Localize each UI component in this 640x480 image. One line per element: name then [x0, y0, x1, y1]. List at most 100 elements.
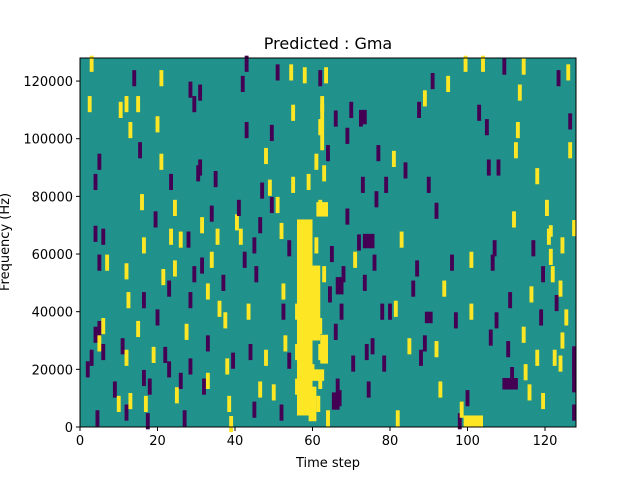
heatmap-cell-211	[514, 142, 518, 159]
heatmap-cell-237	[564, 309, 569, 326]
heatmap-cell-84	[236, 199, 241, 216]
heatmap-cell-27	[132, 70, 137, 87]
heatmap-cell-71	[205, 283, 210, 300]
heatmap-cell-2	[93, 225, 98, 242]
heatmap-cell-52	[174, 387, 179, 404]
heatmap-cell-15	[95, 410, 100, 427]
heatmap-cell-240	[568, 113, 573, 130]
heatmap-cell-46	[167, 361, 172, 378]
heatmap-cell-62	[188, 81, 193, 98]
heatmap-cell-201	[486, 159, 491, 176]
heatmap-cell-192	[457, 413, 462, 430]
heatmap-cell-173	[395, 410, 400, 427]
heatmap-cell-114	[252, 401, 257, 418]
x-axis: 0 20 40 60 80 100 120	[76, 427, 557, 449]
heatmap-cell-65	[198, 159, 203, 176]
heatmap-cell-206	[496, 159, 501, 176]
heatmap-cell-101	[279, 222, 284, 240]
heatmap-cell-214	[517, 84, 522, 101]
heatmap-cell-30	[140, 194, 144, 211]
heatmap-cell-66	[200, 217, 204, 234]
heatmap-cell-106	[291, 176, 296, 193]
heatmap-cell-179	[417, 101, 421, 118]
heatmap-cell-109	[281, 303, 286, 320]
heatmap-cell-161	[364, 343, 369, 361]
heatmap-cell-32	[142, 292, 146, 309]
heatmap-cell-72	[209, 251, 214, 268]
heatmap-cell-141	[316, 395, 321, 413]
heatmap-cell-23	[124, 263, 129, 280]
heatmap-cell-87	[244, 55, 249, 72]
heatmap-cell-152	[345, 208, 350, 225]
heatmap-cell-229	[550, 266, 555, 283]
heatmap-cell-5	[105, 254, 110, 271]
heatmap-cell-113	[258, 381, 263, 398]
heatmap-cell-171	[391, 150, 396, 167]
heatmap-cell-165	[374, 191, 379, 208]
heatmap-cell-191	[453, 312, 458, 329]
heatmap-cell-196	[469, 251, 474, 268]
heatmap-cell-157	[357, 234, 361, 251]
heatmap-cell-94	[260, 182, 265, 199]
y-axis: 0 20000 40000 60000 80000 100000 120000	[23, 75, 80, 436]
y-tick-label: 0	[65, 421, 73, 436]
heatmap-cell-104	[287, 352, 292, 369]
heatmap-cell-131	[318, 199, 323, 216]
heatmap-block-12	[502, 377, 518, 390]
heatmap-block-9	[362, 233, 375, 249]
x-tick-label: 0	[76, 434, 84, 449]
heatmap-cell-110	[279, 404, 284, 421]
heatmap-cell-51	[173, 260, 177, 277]
heatmap-cell-194	[463, 55, 468, 72]
heatmap-cell-134	[318, 70, 323, 87]
heatmap-cell-29	[138, 142, 142, 159]
heatmap-cell-125	[306, 173, 311, 191]
heatmap-cell-159	[360, 176, 365, 193]
heatmap-cell-25	[124, 96, 129, 113]
heatmap-cell-95	[264, 147, 268, 165]
plot-frame	[79, 57, 577, 428]
heatmap-cell-230	[552, 349, 557, 366]
heatmap-cell-225	[541, 392, 545, 410]
heatmap-cell-123	[302, 309, 307, 326]
heatmap-cell-140	[318, 372, 323, 389]
heatmap-cell-91	[252, 237, 257, 254]
heatmap-cell-26	[128, 121, 133, 139]
heatmap-cell-19	[128, 392, 133, 410]
heatmap-cell-164	[372, 254, 377, 271]
heatmap-cell-212	[515, 121, 520, 139]
heatmap-cell-37	[145, 413, 150, 430]
heatmap-cell-203	[490, 254, 495, 271]
heatmap-cell-39	[153, 211, 158, 228]
heatmap-cell-79	[225, 358, 230, 375]
heatmap-cell-167	[380, 303, 385, 320]
heatmap-cell-108	[289, 64, 294, 81]
heatmap-cell-121	[298, 392, 303, 410]
heatmap-cell-107	[291, 104, 296, 121]
heatmap-cell-6	[97, 153, 102, 170]
heatmap-cell-55	[184, 323, 189, 340]
heatmap-cell-169	[384, 176, 389, 193]
heatmap-cell-69	[205, 372, 210, 389]
heatmap-cell-48	[169, 228, 173, 245]
heatmap-cell-213	[512, 211, 516, 228]
heatmap-cell-177	[411, 280, 416, 297]
heatmap-cell-186	[434, 202, 439, 219]
heatmap-cell-86	[240, 75, 245, 93]
heatmap-cell-163	[370, 338, 375, 355]
heatmap-cell-76	[217, 300, 222, 317]
heatmap-cell-199	[481, 55, 485, 72]
heatmap-cell-35	[143, 395, 148, 413]
y-tick-label: 80000	[32, 190, 73, 205]
chart-title: Predicted : Gma	[264, 34, 392, 53]
heatmap-cell-145	[326, 145, 330, 162]
x-tick-label: 80	[382, 434, 399, 449]
heatmap-cell-129	[314, 237, 319, 254]
heatmap-cell-155	[351, 355, 356, 372]
heatmap-cell-83	[235, 214, 239, 231]
heatmap-cell-137	[322, 266, 327, 283]
heatmap-cell-154	[349, 101, 354, 118]
heatmap-cell-96	[267, 179, 272, 196]
heatmap-cell-224	[541, 266, 545, 283]
heatmap-block-2	[320, 334, 328, 364]
